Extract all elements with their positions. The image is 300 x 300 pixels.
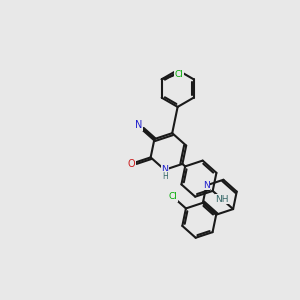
Text: N: N	[203, 181, 210, 190]
Text: N: N	[135, 120, 143, 130]
Text: Cl: Cl	[169, 193, 178, 202]
Text: Cl: Cl	[175, 70, 183, 79]
Text: H: H	[163, 172, 168, 181]
Text: N: N	[161, 165, 168, 174]
Text: O: O	[128, 159, 135, 169]
Text: NH: NH	[215, 195, 229, 204]
